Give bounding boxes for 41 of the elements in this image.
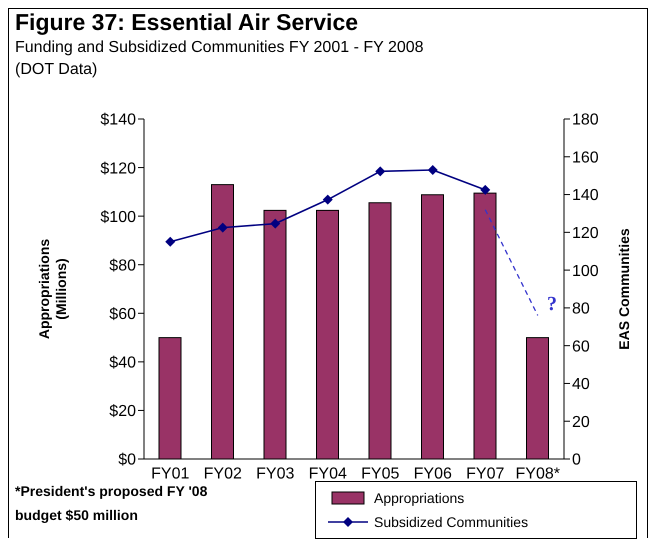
y2-tick-label: 0 bbox=[572, 452, 581, 469]
x-tick-label: FY08* bbox=[516, 465, 560, 482]
y2-tick-label: 20 bbox=[572, 414, 590, 431]
y-tick-label: $40 bbox=[109, 354, 136, 372]
y-tick-label: $80 bbox=[109, 257, 136, 274]
y2-axis-title: EAS Communities bbox=[616, 228, 632, 350]
point bbox=[270, 218, 280, 229]
y-tick-label: $140 bbox=[100, 112, 136, 129]
y2-tick-label: 120 bbox=[572, 225, 599, 242]
y2-tick-label: 100 bbox=[572, 262, 599, 280]
point bbox=[480, 184, 490, 195]
y2-tick-label: 40 bbox=[572, 376, 590, 394]
y2-tick-label: 160 bbox=[572, 149, 599, 166]
chart-subtitle: Funding and Subsidized Communities FY 2001 - FY 2008 (DOT Data) bbox=[15, 38, 424, 80]
y2-tick-label: 60 bbox=[572, 338, 590, 356]
x-tick-label: FY04 bbox=[308, 465, 347, 482]
chart-title: Figure 37: Essential Air Service bbox=[15, 9, 358, 36]
y-tick-label: $20 bbox=[109, 403, 136, 420]
x-tick-label: FY06 bbox=[414, 465, 452, 482]
legend-label: Appropriations bbox=[374, 490, 464, 506]
annotation: ? bbox=[547, 293, 557, 316]
y-tick-label: $0 bbox=[118, 452, 136, 469]
x-tick-label: FY05 bbox=[361, 465, 400, 482]
y2-tick-label: 180 bbox=[572, 112, 599, 129]
x-tick-label: FY01 bbox=[151, 465, 190, 482]
x-tick-label: FY03 bbox=[256, 465, 294, 482]
point bbox=[165, 236, 176, 247]
y-tick-label: $60 bbox=[109, 306, 136, 323]
text: *President's proposed FY '08 budget $50 million bbox=[15, 483, 208, 523]
legend-label: Subsidized Communities bbox=[374, 514, 528, 530]
point bbox=[218, 222, 228, 233]
point bbox=[428, 165, 438, 175]
x-tick-label: FY02 bbox=[204, 465, 242, 482]
y2-tick-label: 80 bbox=[572, 300, 590, 318]
y-axis-title: Appropriations (Millions) bbox=[36, 238, 69, 340]
y2-tick-label: 140 bbox=[572, 187, 599, 204]
point bbox=[375, 166, 386, 176]
y-tick-label: $100 bbox=[100, 208, 136, 226]
y-tick-label: $120 bbox=[100, 160, 136, 178]
point bbox=[322, 194, 333, 205]
x-tick-label: FY07 bbox=[466, 465, 504, 482]
